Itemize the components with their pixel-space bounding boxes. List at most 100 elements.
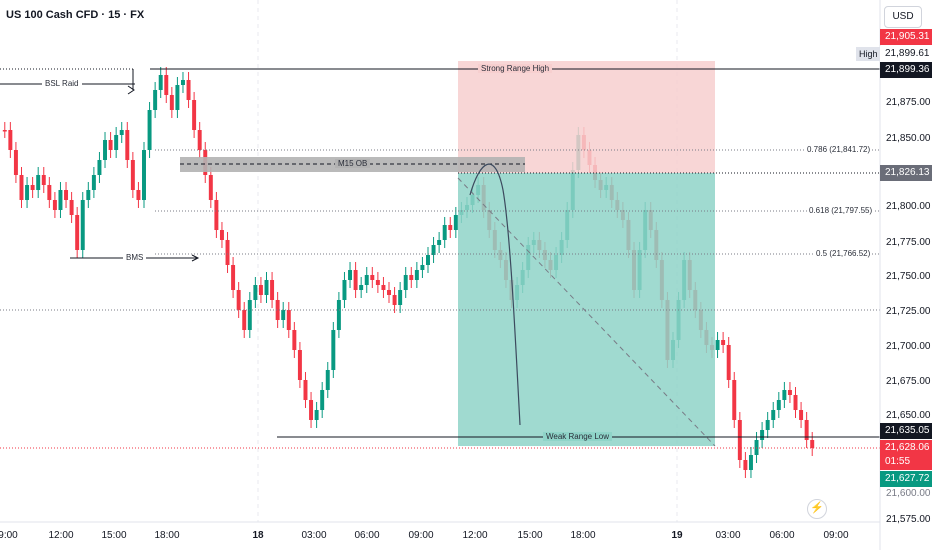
y-tick: 21,800.00: [886, 201, 931, 212]
discount-zone: [458, 173, 715, 446]
candle-body: [52, 200, 57, 210]
candle-body: [192, 100, 197, 130]
candle-body: [180, 80, 185, 85]
candle-body: [281, 310, 286, 320]
candle-body: [370, 275, 375, 280]
weak-low-tag: 21,635.05: [880, 423, 932, 439]
strong-range-high-label: Strong Range High: [478, 64, 553, 73]
candle-body: [314, 410, 319, 420]
y-tick-partial: 21,600.00: [886, 488, 931, 499]
candle-body: [409, 275, 414, 280]
weak-range-low-label: Weak Range Low: [543, 432, 612, 441]
candle-body: [125, 130, 130, 160]
y-tick: 21,700.00: [886, 341, 931, 352]
candle-body: [97, 160, 102, 175]
candle-body: [381, 285, 386, 290]
candle-body: [58, 190, 63, 210]
candle-body: [164, 75, 169, 95]
candle-body: [420, 265, 425, 270]
candle-body: [47, 185, 52, 200]
candle-body: [303, 380, 308, 400]
candle-body: [247, 300, 252, 330]
candle-body: [726, 345, 731, 380]
candle-body: [130, 160, 135, 190]
premium-zone: [458, 61, 715, 173]
candle-body: [375, 280, 380, 285]
candle-body: [153, 90, 158, 110]
candle-body: [342, 280, 347, 300]
x-tick: 06:00: [769, 530, 795, 541]
x-tick: 03:00: [301, 530, 327, 541]
candle-body: [236, 290, 241, 310]
fib-05-label: 0.5 (21,766.52): [814, 249, 873, 258]
candle-body: [403, 275, 408, 290]
candle-body: [765, 420, 770, 430]
candle-body: [231, 265, 236, 290]
candle-body: [108, 140, 113, 150]
fib-0786-label: 0.786 (21,841.72): [805, 145, 873, 154]
candle-body: [453, 215, 458, 230]
candle-body: [364, 275, 369, 285]
candle-body: [136, 190, 141, 200]
bms-label: BMS: [123, 253, 147, 262]
candle-body: [114, 135, 119, 150]
candle-body: [147, 110, 152, 150]
candle-body: [41, 175, 46, 185]
candle-body: [186, 80, 191, 100]
x-tick: 9:00: [0, 530, 18, 541]
candle-body: [225, 240, 230, 265]
fib-0618-label: 0.618 (21,797.55): [807, 206, 875, 215]
candle-body: [297, 350, 302, 380]
x-tick-day: 18: [252, 530, 264, 541]
candle-body: [804, 420, 809, 440]
candle-body: [25, 185, 30, 200]
x-tick: 18:00: [570, 530, 596, 541]
candle-body: [219, 230, 224, 240]
x-tick: 12:00: [462, 530, 488, 541]
candle-body: [86, 190, 91, 200]
candle-body: [13, 150, 18, 175]
candle-body: [715, 340, 720, 350]
candle-body: [80, 200, 85, 250]
candle-body: [398, 290, 403, 305]
y-tick: 21,850.00: [886, 133, 931, 144]
x-tick-day: 19: [671, 530, 683, 541]
y-tick: 21,725.00: [886, 306, 931, 317]
countdown-tag: 01:55: [880, 454, 932, 470]
candle-body: [414, 270, 419, 280]
candle-body: [325, 370, 330, 390]
candle-body: [448, 225, 453, 230]
candle-body: [158, 75, 163, 90]
candle-body: [748, 455, 753, 470]
candle-body: [119, 130, 124, 135]
candle-body: [760, 430, 765, 440]
candle-body: [309, 400, 314, 420]
candle-body: [771, 410, 776, 420]
candle-body: [292, 330, 297, 350]
candle-body: [737, 420, 742, 460]
y-tick: 21,650.00: [886, 410, 931, 421]
x-tick: 03:00: [715, 530, 741, 541]
candle-body: [253, 285, 258, 300]
candle-body: [286, 310, 291, 330]
candle-body: [799, 410, 804, 420]
candle-body: [810, 440, 815, 448]
y-tick: 21,875.00: [886, 97, 931, 108]
candle-body: [431, 245, 436, 255]
candle-body: [208, 175, 213, 200]
candle-body: [782, 390, 787, 400]
candle-body: [36, 175, 41, 190]
chart-title: US 100 Cash CFD · 15 · FX: [6, 9, 145, 21]
candle-body: [30, 185, 35, 190]
x-tick: 09:00: [823, 530, 849, 541]
y-tick: 21,750.00: [886, 271, 931, 282]
y-tick: 21,575.00: [886, 514, 931, 525]
candle-body: [348, 270, 353, 280]
candle-body: [793, 395, 798, 410]
candle-body: [387, 290, 391, 295]
candle-body: [743, 460, 748, 470]
lightning-bolt-icon[interactable]: ⚡: [807, 499, 827, 519]
currency-button[interactable]: USD: [884, 6, 922, 28]
x-tick: 12:00: [48, 530, 74, 541]
